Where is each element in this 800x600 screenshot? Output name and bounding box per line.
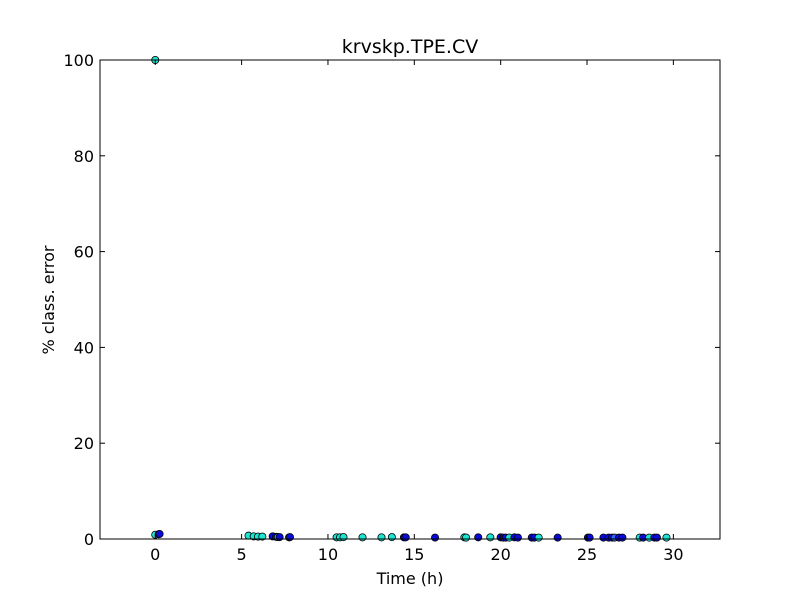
data-point: [486, 533, 495, 542]
y-tick-label: 0: [84, 530, 94, 549]
x-tick-label: 25: [577, 545, 597, 564]
data-point: [358, 533, 367, 542]
data-point: [474, 533, 483, 542]
data-point: [662, 533, 671, 542]
x-tick-label: 0: [150, 545, 160, 564]
axis-ticks: 0 5 10 15 20 25 30 0 20 40 60 80 100: [63, 51, 720, 564]
data-point: [462, 533, 471, 542]
x-axis-label: Time (h): [376, 569, 444, 588]
y-tick-label: 60: [74, 243, 94, 262]
data-point: [513, 533, 522, 542]
chart-title: krvskp.TPE.CV: [342, 36, 478, 58]
data-point: [258, 532, 267, 541]
y-tick-label: 80: [74, 147, 94, 166]
y-tick-label: 40: [74, 338, 94, 357]
data-point: [275, 533, 284, 542]
x-tick-label: 15: [404, 545, 424, 564]
data-point: [155, 529, 164, 538]
data-point: [377, 533, 386, 542]
x-tick-label: 30: [663, 545, 683, 564]
x-tick-label: 10: [318, 545, 338, 564]
data-point: [339, 533, 348, 542]
data-point: [534, 533, 543, 542]
data-point: [652, 533, 661, 542]
data-point: [387, 533, 396, 542]
y-tick-label: 20: [74, 434, 94, 453]
data-point: [285, 533, 294, 542]
data-point: [618, 533, 627, 542]
x-tick-label: 5: [237, 545, 247, 564]
data-point: [431, 533, 440, 542]
data-point: [553, 533, 562, 542]
plot-frame: [99, 59, 721, 540]
data-point: [401, 533, 410, 542]
y-axis-label: % class. error: [39, 245, 58, 354]
x-tick-label: 20: [490, 545, 510, 564]
y-tick-label: 100: [63, 51, 94, 70]
